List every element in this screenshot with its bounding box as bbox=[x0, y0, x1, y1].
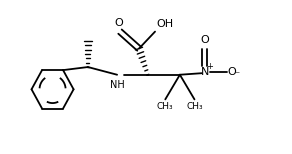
Text: +: + bbox=[206, 62, 213, 71]
Text: O: O bbox=[228, 67, 237, 77]
Text: O: O bbox=[114, 18, 123, 28]
Text: O: O bbox=[200, 35, 209, 45]
Text: NH: NH bbox=[110, 80, 124, 90]
Text: N: N bbox=[201, 67, 209, 77]
Text: OH: OH bbox=[157, 18, 174, 28]
Text: ⁻: ⁻ bbox=[234, 70, 239, 80]
Text: CH₃: CH₃ bbox=[157, 102, 173, 111]
Text: CH₃: CH₃ bbox=[187, 102, 203, 111]
